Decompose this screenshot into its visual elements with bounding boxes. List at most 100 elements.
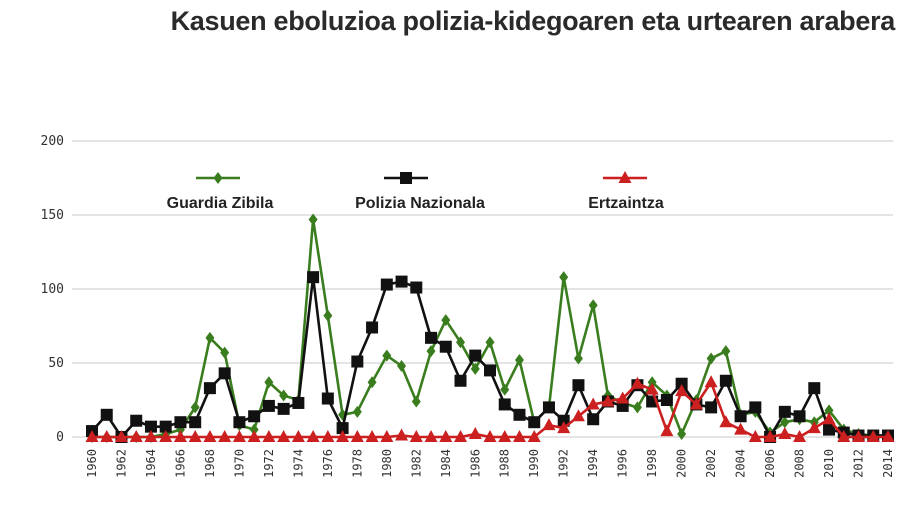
data-point (397, 359, 407, 372)
x-tick-label: 2004 (734, 449, 748, 478)
data-point (557, 421, 571, 434)
y-tick-label: 200 (41, 134, 64, 149)
legend-marker (618, 171, 632, 183)
data-point (588, 299, 598, 312)
x-tick-label: 1988 (498, 449, 512, 478)
data-point (232, 430, 246, 442)
legend: Guardia Zibila Polizia Nazionala Ertzaintz… (167, 171, 664, 212)
data-point (409, 430, 423, 442)
data-point (307, 271, 320, 284)
y-tick-label: 0 (56, 430, 64, 445)
data-point (677, 428, 687, 441)
data-point (159, 430, 173, 442)
data-point (780, 416, 790, 429)
legend-label: Guardia Zibila (167, 195, 274, 212)
data-point (749, 401, 762, 414)
legend-label: Polizia Nazionala (355, 195, 485, 212)
x-tick-label: 2012 (852, 449, 866, 478)
data-point (704, 375, 718, 388)
data-point (721, 345, 731, 358)
data-point (439, 430, 453, 442)
data-point (220, 346, 230, 359)
data-point (190, 401, 200, 414)
data-point (587, 413, 600, 426)
data-point (308, 213, 318, 226)
x-tick-label: 1990 (527, 449, 541, 478)
y-tick-label: 100 (41, 282, 64, 297)
data-point (586, 397, 600, 410)
x-tick-label: 1976 (321, 449, 335, 478)
data-point (144, 430, 158, 442)
data-point (527, 430, 541, 442)
data-point (366, 321, 379, 334)
data-point (645, 382, 659, 395)
data-point (468, 427, 482, 440)
data-point (557, 414, 570, 427)
y-axis-ticks: 0 50 100 150 200 (41, 134, 64, 445)
data-point (719, 415, 733, 428)
x-tick-label: 1962 (114, 449, 128, 478)
data-point (174, 416, 187, 429)
data-point (808, 382, 821, 395)
data-point (262, 399, 275, 412)
data-point (218, 367, 231, 380)
data-point (321, 392, 334, 405)
x-tick-label: 1992 (557, 449, 571, 478)
data-point (514, 354, 524, 367)
data-point (336, 422, 349, 435)
data-point (306, 430, 320, 442)
data-point (528, 416, 541, 429)
x-tick-label: 1986 (468, 449, 482, 478)
data-point (601, 394, 615, 407)
data-point (483, 430, 497, 442)
data-point (410, 281, 423, 294)
data-point (321, 430, 335, 442)
data-point (365, 430, 379, 442)
data-point (734, 422, 748, 435)
series-polizia-nazionala (86, 271, 894, 443)
series-line (92, 218, 888, 439)
data-point (380, 430, 394, 442)
data-point (292, 396, 305, 409)
data-point (350, 430, 364, 442)
x-tick-label: 1984 (439, 449, 453, 478)
legend-marker (213, 172, 223, 184)
data-point (881, 430, 895, 442)
data-point (382, 349, 392, 362)
x-tick-label: 1978 (350, 449, 364, 478)
x-tick-label: 1974 (291, 449, 305, 478)
data-point (114, 430, 128, 442)
legend-item: Ertzaintza (588, 171, 664, 212)
data-point (279, 389, 289, 402)
data-point (498, 430, 512, 442)
x-tick-label: 1982 (409, 449, 423, 478)
data-point (793, 410, 806, 423)
data-point (291, 430, 305, 442)
data-point (470, 362, 480, 375)
data-point (807, 421, 821, 434)
data-point (542, 418, 556, 431)
data-point (822, 412, 836, 425)
data-point (689, 397, 703, 410)
x-tick-label: 1960 (85, 449, 99, 478)
legend-item: Guardia Zibila (167, 172, 274, 212)
data-point (85, 430, 99, 442)
data-point (205, 331, 215, 344)
data-point (233, 416, 246, 429)
data-point (203, 382, 216, 395)
data-point (454, 430, 468, 442)
x-tick-label: 1994 (586, 449, 600, 478)
data-point (441, 314, 451, 327)
legend-item: Polizia Nazionala (355, 172, 485, 212)
data-point (380, 278, 393, 291)
y-tick-label: 150 (41, 208, 64, 223)
data-point (100, 408, 113, 421)
data-point (424, 430, 438, 442)
data-point (129, 430, 143, 442)
x-tick-label: 2000 (675, 449, 689, 478)
data-point (778, 427, 792, 440)
data-point (218, 430, 232, 442)
data-point (675, 377, 688, 390)
data-point (351, 355, 364, 368)
